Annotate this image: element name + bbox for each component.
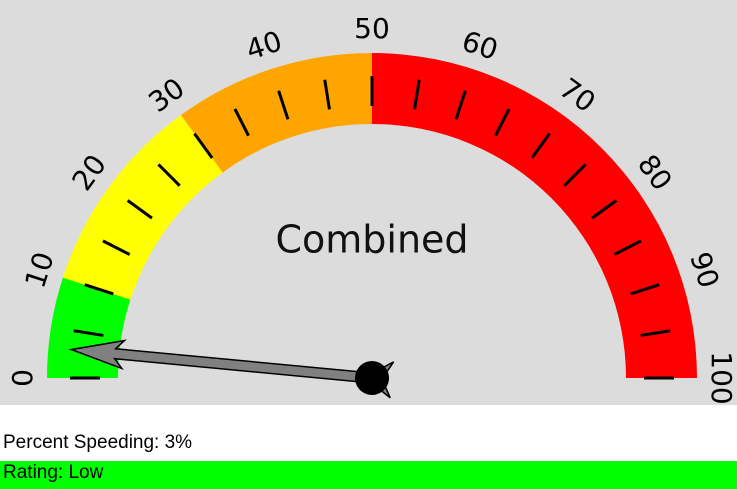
tick-mark	[233, 108, 250, 137]
gauge-band	[62, 115, 223, 300]
needle	[68, 339, 395, 399]
tick-mark	[73, 329, 104, 337]
tick-label: 50	[354, 12, 390, 45]
readout: Percent Speeding: 3%	[3, 432, 193, 453]
tick-mark	[613, 239, 642, 256]
tick-mark	[454, 90, 467, 120]
tick-mark	[277, 90, 290, 120]
tick-mark	[157, 163, 181, 187]
tick-mark	[193, 132, 214, 159]
tick-mark	[413, 79, 421, 110]
tick-mark	[563, 163, 587, 187]
gauge-band	[372, 53, 697, 378]
gauge-title: Combined	[275, 218, 468, 262]
tick-mark	[530, 132, 551, 159]
tick-label: 0	[6, 369, 39, 387]
tick-mark	[591, 199, 618, 220]
rating: Rating: Low	[0, 461, 737, 489]
tick-mark	[494, 108, 511, 137]
tick-mark	[640, 329, 671, 337]
tick-mark	[630, 283, 660, 296]
tick-mark	[84, 283, 114, 296]
tick-mark	[102, 239, 131, 256]
tick-mark	[323, 79, 331, 110]
tick-label: 100	[705, 351, 737, 404]
needle-hub	[355, 361, 389, 395]
tick-mark	[126, 199, 153, 220]
